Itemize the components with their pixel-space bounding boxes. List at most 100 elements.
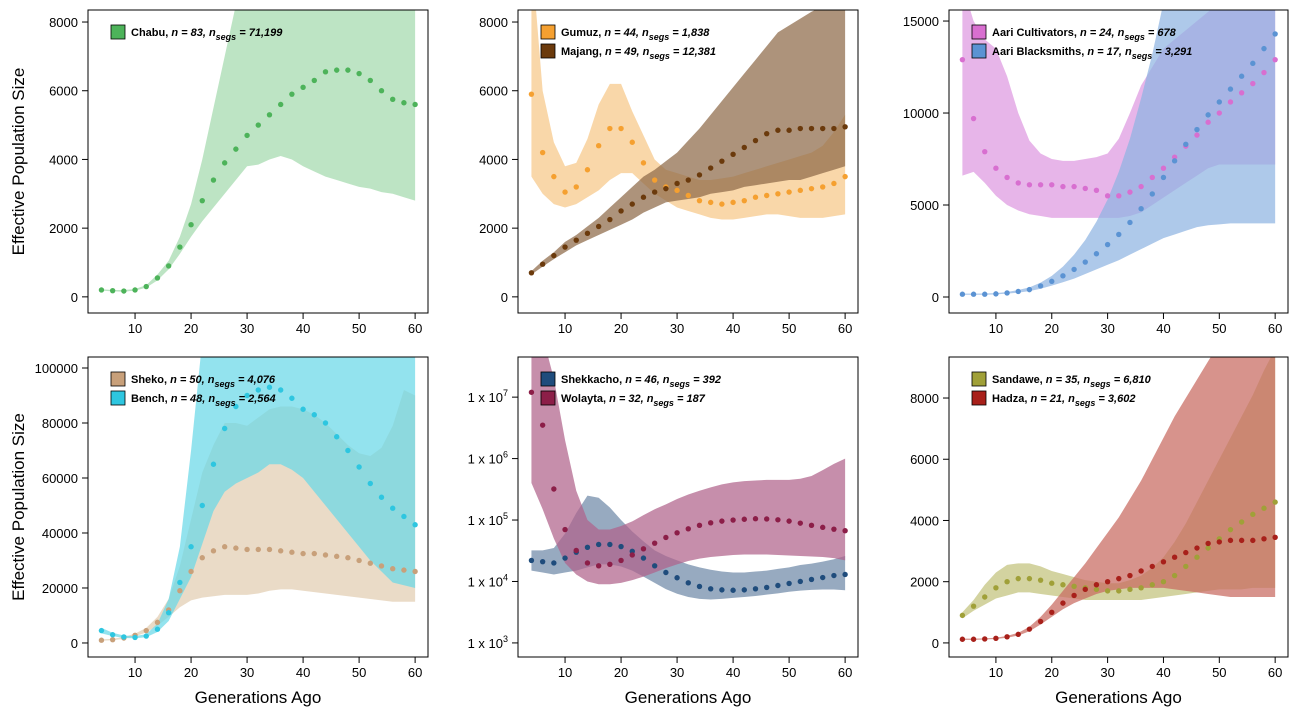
y-tick-exponent: 7 [503, 388, 508, 398]
y-tick-label: 6000 [910, 452, 939, 467]
data-point [562, 189, 568, 195]
x-axis-title: Generations Ago [195, 688, 322, 707]
y-tick-exponent: 5 [503, 511, 508, 521]
data-point [775, 191, 781, 197]
y-tick-exponent: 3 [503, 634, 508, 644]
data-point [221, 425, 228, 432]
plot-frame [87, 356, 429, 658]
data-point [1071, 583, 1077, 589]
y-tick-label: 6000 [479, 84, 508, 99]
data-point [300, 406, 306, 412]
data-point [528, 91, 535, 97]
legend-subscript: segs [1132, 51, 1153, 61]
legend-segments: = 678 [1145, 27, 1177, 39]
data-point [121, 288, 127, 294]
legend-label: Hadza, n = 21, nsegs = 3,602 [992, 393, 1135, 408]
data-point [1171, 554, 1178, 560]
x-tick-label: 50 [352, 665, 366, 680]
legend-segments: = 6,810 [1111, 374, 1152, 386]
data-point [763, 130, 770, 137]
data-point [595, 541, 602, 548]
data-point [255, 387, 261, 393]
data-point [584, 230, 591, 236]
legend-name: Hadza, [992, 393, 1027, 405]
y-tick-label: 1 x 107 [468, 388, 508, 405]
x-tick-label: 10 [989, 321, 1003, 336]
data-point [1194, 545, 1200, 551]
data-point [1205, 119, 1211, 125]
y-tick-label: 40000 [42, 526, 78, 541]
data-point [808, 522, 815, 529]
y-tick-label: 20000 [42, 581, 78, 596]
legend-segments: = 1,838 [669, 27, 710, 39]
x-tick-label: 60 [838, 321, 852, 336]
data-point [177, 244, 183, 250]
data-point [98, 637, 105, 643]
data-point [970, 603, 977, 609]
data-point [607, 541, 613, 548]
data-point [1149, 174, 1155, 181]
y-tick-base: 1 x 10 [468, 574, 503, 589]
data-point [1272, 499, 1278, 505]
data-point [1250, 60, 1256, 67]
data-point [551, 486, 557, 492]
data-point [562, 555, 568, 561]
data-point [154, 275, 161, 281]
data-point [1171, 572, 1178, 579]
y-tick-label: 1 x 104 [468, 572, 508, 589]
data-point [982, 594, 988, 600]
y-tick-label: 2000 [49, 221, 78, 236]
x-tick-label: 40 [1156, 665, 1170, 680]
data-point [842, 571, 848, 578]
data-point [685, 526, 691, 532]
data-point [1261, 69, 1267, 76]
data-point [674, 575, 680, 581]
data-point [970, 291, 977, 297]
data-point [551, 560, 557, 566]
legend-swatch [540, 43, 556, 59]
legend-label: Wolayta, n = 32, nsegs = 187 [561, 393, 706, 408]
x-tick-label: 50 [1212, 665, 1226, 680]
data-point [1071, 183, 1077, 190]
data-point [1183, 563, 1189, 570]
data-point [1272, 31, 1278, 37]
data-point [1238, 73, 1245, 79]
y-axis-title: Effective Population Size [9, 413, 28, 601]
x-tick-label: 50 [1212, 321, 1226, 336]
data-point [651, 563, 658, 569]
data-point [1250, 511, 1256, 518]
data-point [820, 574, 826, 581]
data-point [752, 516, 759, 522]
data-point [1250, 80, 1256, 87]
data-point [797, 520, 804, 526]
legend-name: Aari Cultivators, [992, 27, 1077, 39]
data-point [188, 544, 194, 550]
x-tick-label: 30 [240, 321, 254, 336]
legend-label: Gumuz, n = 44, nsegs = 1,838 [561, 27, 710, 42]
y-tick-label: 4000 [910, 513, 939, 528]
data-point [1026, 575, 1033, 582]
data-point [412, 522, 418, 528]
data-point [618, 125, 624, 132]
data-point [378, 88, 385, 94]
data-point [640, 555, 647, 561]
legend-label: Aari Blacksmiths, n = 17, nsegs = 3,291 [992, 46, 1192, 61]
data-point [98, 287, 105, 293]
legend-subscript: segs [670, 379, 691, 389]
data-point [959, 56, 966, 63]
legend-label: Sheko, n = 50, nsegs = 4,076 [131, 374, 276, 389]
data-point [233, 545, 239, 551]
data-point [741, 516, 747, 522]
y-tick-base: 1 x 10 [468, 452, 503, 467]
data-point [1082, 259, 1088, 265]
data-point [573, 547, 579, 554]
data-point [165, 610, 172, 616]
data-point [808, 125, 815, 132]
data-point [797, 578, 804, 585]
data-point [970, 636, 977, 642]
legend-swatch [540, 390, 556, 406]
data-point [719, 201, 725, 207]
confidence-band [101, 10, 416, 292]
data-point [1238, 90, 1245, 96]
data-point [1205, 540, 1211, 547]
